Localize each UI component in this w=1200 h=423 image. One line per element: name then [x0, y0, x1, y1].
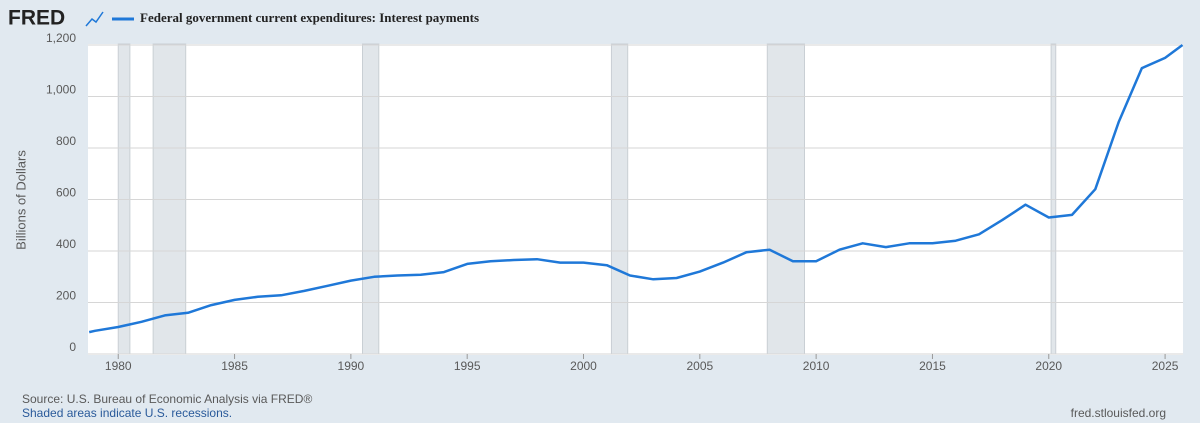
y-tick-label: 0 — [69, 340, 76, 354]
y-tick-label: 800 — [56, 134, 76, 148]
data-line — [88, 43, 1184, 334]
x-tick-label: 1985 — [221, 359, 248, 373]
y-tick-label: 400 — [56, 237, 76, 251]
y-tick-label: 1,000 — [46, 83, 76, 97]
site-link[interactable]: fred.stlouisfed.org — [1071, 406, 1166, 420]
y-axis-label: Billions of Dollars — [13, 150, 28, 250]
y-tick-label: 1,200 — [46, 31, 76, 45]
y-tick-label: 200 — [56, 289, 76, 303]
y-tick-label: 600 — [56, 186, 76, 200]
x-tick-label: 1980 — [105, 359, 132, 373]
recession-note[interactable]: Shaded areas indicate U.S. recessions. — [22, 406, 232, 420]
x-tick-label: 1995 — [454, 359, 481, 373]
x-tick-label: 2020 — [1035, 359, 1062, 373]
x-tick-label: 2010 — [803, 359, 830, 373]
source: Source: U.S. Bureau of Economic Analysis… — [22, 392, 312, 406]
x-tick-label: 2005 — [686, 359, 713, 373]
logo-icon — [85, 11, 104, 27]
x-tick-label: 1990 — [338, 359, 365, 373]
x-tick-label: 2000 — [570, 359, 597, 373]
chart-title: Federal government current expenditures:… — [140, 10, 479, 25]
x-tick-label: 2025 — [1152, 359, 1179, 373]
brand-logo[interactable]: FRED — [8, 7, 65, 30]
x-tick-label: 2015 — [919, 359, 946, 373]
